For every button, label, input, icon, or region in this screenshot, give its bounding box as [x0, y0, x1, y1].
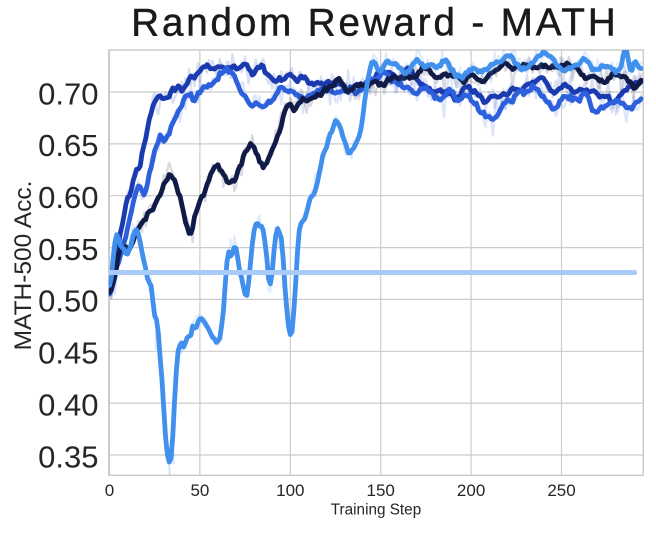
svg-text:0.55: 0.55: [38, 232, 98, 267]
svg-text:100: 100: [276, 481, 304, 500]
svg-text:250: 250: [547, 481, 575, 500]
svg-text:0.35: 0.35: [38, 439, 98, 474]
svg-text:Random Reward - MATH: Random Reward - MATH: [131, 2, 618, 45]
svg-text:0.60: 0.60: [38, 180, 98, 215]
svg-text:0: 0: [105, 481, 114, 500]
svg-text:Training Step: Training Step: [331, 502, 421, 519]
svg-text:MATH-500 Acc.: MATH-500 Acc.: [10, 181, 37, 351]
svg-text:50: 50: [190, 481, 209, 500]
svg-text:0.65: 0.65: [38, 128, 98, 163]
svg-text:0.50: 0.50: [38, 284, 98, 319]
svg-text:150: 150: [367, 481, 395, 500]
svg-text:0.40: 0.40: [38, 387, 98, 422]
svg-text:0.70: 0.70: [38, 76, 98, 111]
svg-text:0.45: 0.45: [38, 336, 98, 371]
svg-text:200: 200: [457, 481, 485, 500]
